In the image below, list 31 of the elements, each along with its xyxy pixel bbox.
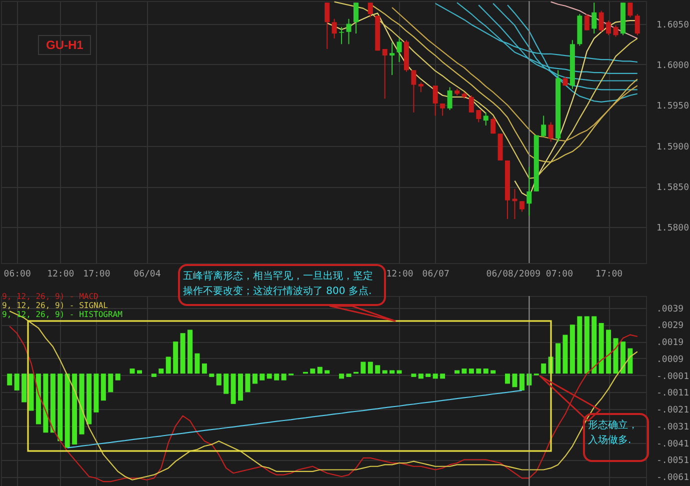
y-tick-label: -.0041 bbox=[656, 439, 690, 450]
x-tick-label: 06/08/2009 07:00 bbox=[486, 270, 574, 280]
y-tick-label: -.0051 bbox=[656, 456, 690, 466]
y-tick-label: -.0001 bbox=[656, 372, 690, 382]
annotation: 形态确立，入场做多. bbox=[588, 418, 639, 448]
y-tick-label: 1.6050 bbox=[656, 20, 690, 30]
y-tick-label: -.0021 bbox=[656, 406, 690, 416]
x-tick-label: 17:00 bbox=[595, 270, 623, 280]
x-tick-label: 06/07 bbox=[422, 270, 450, 280]
text: 9, 12, 26, 9) - MACD bbox=[2, 292, 98, 301]
text: 9, 12, 26, 9) - HISTOGRAM bbox=[2, 310, 122, 319]
y-tick-label: -.0011 bbox=[656, 388, 690, 399]
series-label: 9, 12, 26, 9) - SIGNAL bbox=[2, 301, 108, 310]
y-tick-label: .0009 bbox=[656, 354, 684, 365]
x-tick-label: 17:00 bbox=[83, 270, 110, 280]
y-tick-label: -.0061 bbox=[656, 473, 690, 484]
text: GU-H1 bbox=[38, 35, 92, 55]
y-tick-label: 1.6000 bbox=[656, 60, 690, 71]
y-tick-label: .0029 bbox=[656, 321, 684, 332]
x-tick-label: 12:00 bbox=[47, 270, 74, 280]
y-tick-label: 1.5850 bbox=[656, 183, 690, 194]
y-tick-label: 1.5950 bbox=[656, 102, 690, 112]
x-tick-label: 06/04 bbox=[134, 270, 161, 280]
y-tick-label: .0019 bbox=[656, 338, 684, 348]
x-tick-label: 12:00 bbox=[386, 270, 414, 280]
y-tick-label: 1.5900 bbox=[656, 142, 690, 152]
y-tick-label: 1.5800 bbox=[656, 224, 690, 234]
y-tick-label: .0039 bbox=[656, 304, 684, 314]
y-tick-label: -.0031 bbox=[656, 422, 690, 432]
x-tick-label: 06:00 bbox=[4, 270, 31, 280]
annotation: 五峰背离形态，相当罕见，一旦出现，坚定操作不要改变；这波行情波动了 800 多点. bbox=[183, 270, 374, 299]
